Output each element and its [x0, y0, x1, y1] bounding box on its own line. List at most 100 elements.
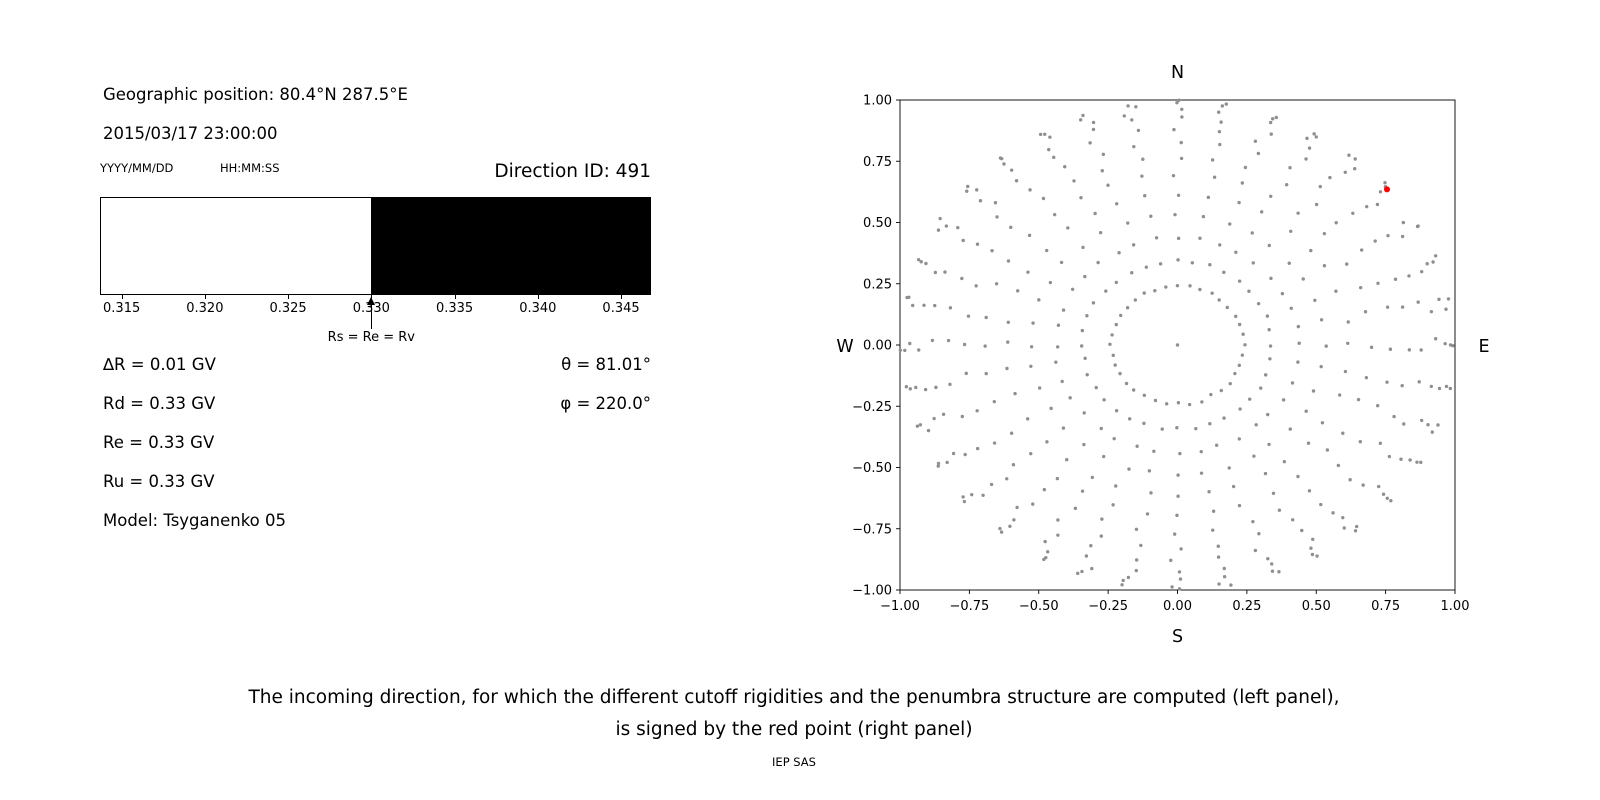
direction-point	[1268, 357, 1272, 361]
direction-point	[1400, 305, 1405, 309]
direction-point	[1234, 314, 1238, 319]
direction-point	[1431, 260, 1435, 264]
direction-point	[1131, 243, 1136, 247]
direction-point	[1280, 291, 1285, 296]
direction-point	[1304, 157, 1308, 161]
compass-label-east: E	[1478, 337, 1489, 357]
direction-point	[1049, 406, 1053, 411]
direction-point	[1194, 426, 1198, 431]
penumbra-tick-label: 0.340	[519, 301, 557, 316]
direction-point	[1400, 384, 1404, 388]
direction-point	[1009, 168, 1014, 172]
direction-point	[1080, 569, 1084, 574]
direction-point	[1117, 251, 1121, 255]
direction-point	[1113, 363, 1117, 367]
direction-point	[1056, 533, 1060, 537]
y-tick-label: 0.25	[863, 277, 892, 292]
direction-point	[1149, 491, 1153, 495]
direction-point	[1093, 211, 1097, 216]
direction-point	[1101, 152, 1106, 157]
direction-point	[1237, 437, 1241, 441]
direction-point	[1061, 308, 1066, 312]
direction-point	[1240, 353, 1245, 357]
direction-point	[995, 215, 999, 219]
direction-point	[1241, 332, 1245, 336]
direction-point	[1378, 441, 1383, 446]
compass-label-west: W	[836, 337, 853, 357]
direction-point	[1243, 165, 1248, 170]
direction-point	[1386, 233, 1390, 238]
direction-point	[1224, 102, 1228, 106]
direction-point	[1337, 393, 1342, 397]
direction-point	[1312, 132, 1316, 136]
direction-point	[1222, 270, 1226, 275]
direction-point	[1080, 489, 1085, 493]
direction-point	[1342, 526, 1346, 530]
direction-point	[1269, 132, 1273, 136]
direction-point	[903, 348, 907, 353]
direction-point	[1008, 524, 1012, 529]
direction-point	[1055, 476, 1060, 481]
direction-point	[1247, 397, 1252, 401]
direction-point	[1006, 320, 1010, 324]
penumbra-forbidden-region	[371, 198, 650, 294]
penumbra-tick-label: 0.325	[269, 301, 307, 316]
direction-point	[1099, 426, 1103, 431]
direction-point	[956, 225, 960, 230]
direction-point	[1045, 248, 1049, 253]
direction-point	[1178, 577, 1183, 581]
direction-point	[1307, 489, 1312, 493]
direction-point	[1134, 527, 1139, 531]
direction-point	[1247, 289, 1251, 293]
direction-point	[1267, 327, 1271, 332]
direction-point	[984, 371, 988, 376]
y-tick-label: 0.75	[863, 155, 892, 170]
direction-point	[998, 526, 1002, 531]
penumbra-tick-mark	[204, 295, 206, 299]
direction-point	[934, 385, 938, 390]
direction-point	[1104, 289, 1108, 293]
direction-point	[1176, 258, 1180, 262]
x-tick-label: 0.25	[1232, 599, 1261, 614]
direction-point	[1353, 157, 1357, 161]
direction-point	[1171, 173, 1176, 178]
direction-point	[1085, 373, 1089, 377]
direction-point	[1210, 291, 1214, 295]
direction-point	[1037, 298, 1041, 302]
direction-point	[1237, 200, 1241, 205]
direction-point	[908, 387, 912, 391]
direction-point	[1164, 285, 1168, 289]
direction-point	[1091, 127, 1096, 132]
direction-point	[1082, 442, 1086, 447]
direction-point	[1319, 502, 1323, 507]
direction-point	[1376, 484, 1381, 489]
direction-point	[1172, 127, 1176, 132]
direction-point	[1228, 222, 1232, 226]
direction-point	[1407, 348, 1412, 352]
direction-point	[926, 428, 931, 433]
direction-point	[1042, 487, 1047, 492]
direction-point	[1126, 221, 1130, 225]
direction-point	[1385, 496, 1389, 500]
direction-point	[1296, 360, 1300, 364]
direction-point	[981, 493, 985, 498]
direction-point	[936, 228, 941, 232]
x-tick-label: −1.00	[880, 599, 920, 614]
direction-point	[1443, 341, 1447, 346]
direction-point	[1314, 135, 1318, 139]
direction-point	[1126, 575, 1131, 580]
direction-point	[1328, 175, 1332, 180]
direction-point	[1028, 188, 1032, 192]
direction-point	[1310, 552, 1315, 557]
direction-point	[1043, 132, 1047, 136]
direction-point	[978, 199, 983, 203]
direction-point	[1081, 245, 1085, 250]
direction-point	[1363, 310, 1368, 314]
direction-point	[1102, 398, 1106, 402]
y-tick-label: −0.25	[852, 400, 892, 415]
direction-point	[1198, 236, 1202, 240]
direction-point	[1048, 135, 1052, 139]
direction-point	[1176, 236, 1181, 241]
direction-point	[1381, 492, 1386, 496]
direction-point	[1297, 341, 1301, 345]
